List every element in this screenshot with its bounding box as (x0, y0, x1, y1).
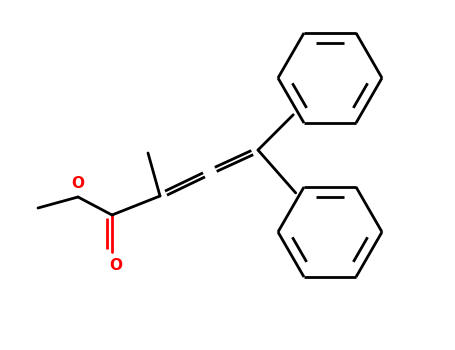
Text: O: O (71, 175, 85, 190)
Text: O: O (110, 259, 122, 273)
